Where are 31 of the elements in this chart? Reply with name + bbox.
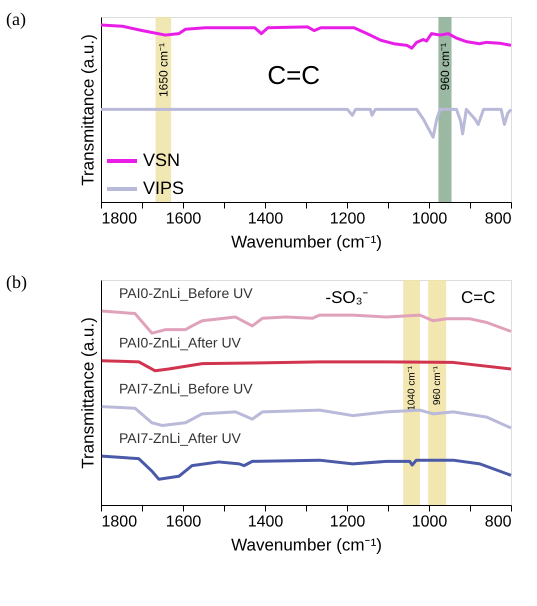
- x-tick-label: 1000: [412, 514, 448, 530]
- series-label: PAI0-ZnLi_After UV: [119, 334, 242, 351]
- band-label: 960 cm⁻¹: [432, 365, 444, 406]
- series-label: PAI7-ZnLi_After UV: [119, 430, 242, 446]
- y-axis-title: Transmittance (a.u.): [78, 317, 98, 469]
- text: -SO₃⁻: [325, 288, 369, 307]
- annotation: C=C: [267, 60, 320, 90]
- y-axis-title: Transmittance (a.u.): [78, 34, 98, 186]
- text: C=C: [460, 288, 496, 307]
- band-label: 1040 cm⁻¹: [406, 365, 418, 411]
- x-tick-label: 800: [484, 514, 512, 530]
- x-axis-title: Wavenumber (cm⁻¹): [231, 232, 382, 252]
- x-tick-label: 1800: [102, 514, 138, 530]
- series-label: PAI7-ZnLi_Before UV: [119, 380, 254, 397]
- x-tick-label: 800: [484, 210, 512, 228]
- chart-title: (a): [6, 9, 26, 29]
- x-axis-title: Wavenumber (cm⁻¹): [231, 536, 382, 554]
- legend-label: VSN: [143, 150, 180, 170]
- x-tick-label: 1400: [248, 210, 284, 228]
- band-label: 1650 cm⁻¹: [156, 43, 170, 98]
- x-tick-label: 1000: [412, 210, 448, 228]
- chart-title: (b): [6, 272, 27, 292]
- x-tick-label: 1400: [248, 514, 284, 530]
- x-tick-label: 1200: [330, 514, 366, 530]
- x-tick-label: 1800: [102, 210, 138, 228]
- x-tick-label: 1200: [330, 210, 366, 228]
- series-label: PAI0-ZnLi_Before UV: [119, 285, 254, 302]
- legend-label: VIPS: [143, 178, 184, 198]
- x-tick-label: 1600: [166, 210, 202, 228]
- x-tick-label: 1600: [166, 514, 202, 530]
- band-label: 960 cm⁻¹: [438, 43, 452, 90]
